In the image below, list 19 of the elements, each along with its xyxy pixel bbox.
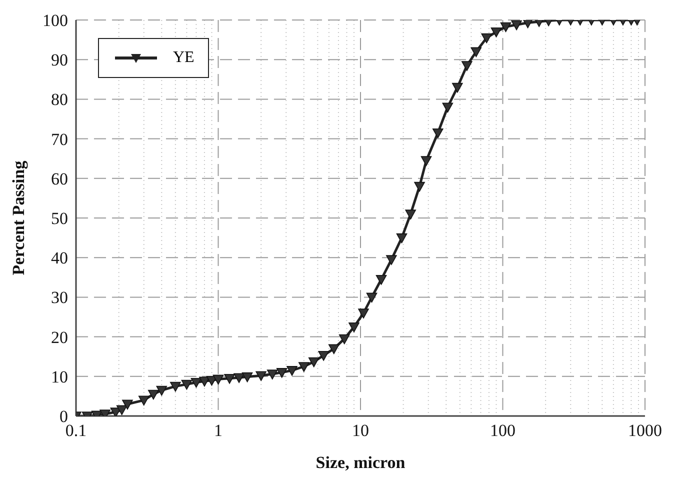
y-tick-label: 10: [51, 367, 68, 386]
y-tick-label: 80: [51, 90, 68, 110]
y-axis-title: Percent Passing: [9, 160, 28, 276]
y-tick-label: 90: [51, 50, 68, 70]
x-tick-label: 0.1: [65, 421, 87, 440]
x-tick-label: 1: [214, 421, 222, 440]
y-tick-label: 0: [60, 407, 68, 426]
y-tick-label: 70: [51, 130, 68, 149]
legend-label: YE: [172, 49, 194, 67]
x-tick-label: 100: [490, 421, 516, 440]
y-tick-label: 40: [51, 248, 68, 268]
y-tick-label: 20: [51, 328, 68, 347]
x-tick-label: 1000: [628, 421, 662, 440]
y-tick-label: 100: [42, 11, 68, 30]
x-tick-label: 10: [352, 421, 369, 440]
y-tick-label: 60: [51, 169, 68, 188]
y-tick-label: 30: [51, 288, 68, 308]
y-tick-label: 50: [51, 209, 68, 228]
x-axis-title: Size, micron: [316, 453, 406, 472]
